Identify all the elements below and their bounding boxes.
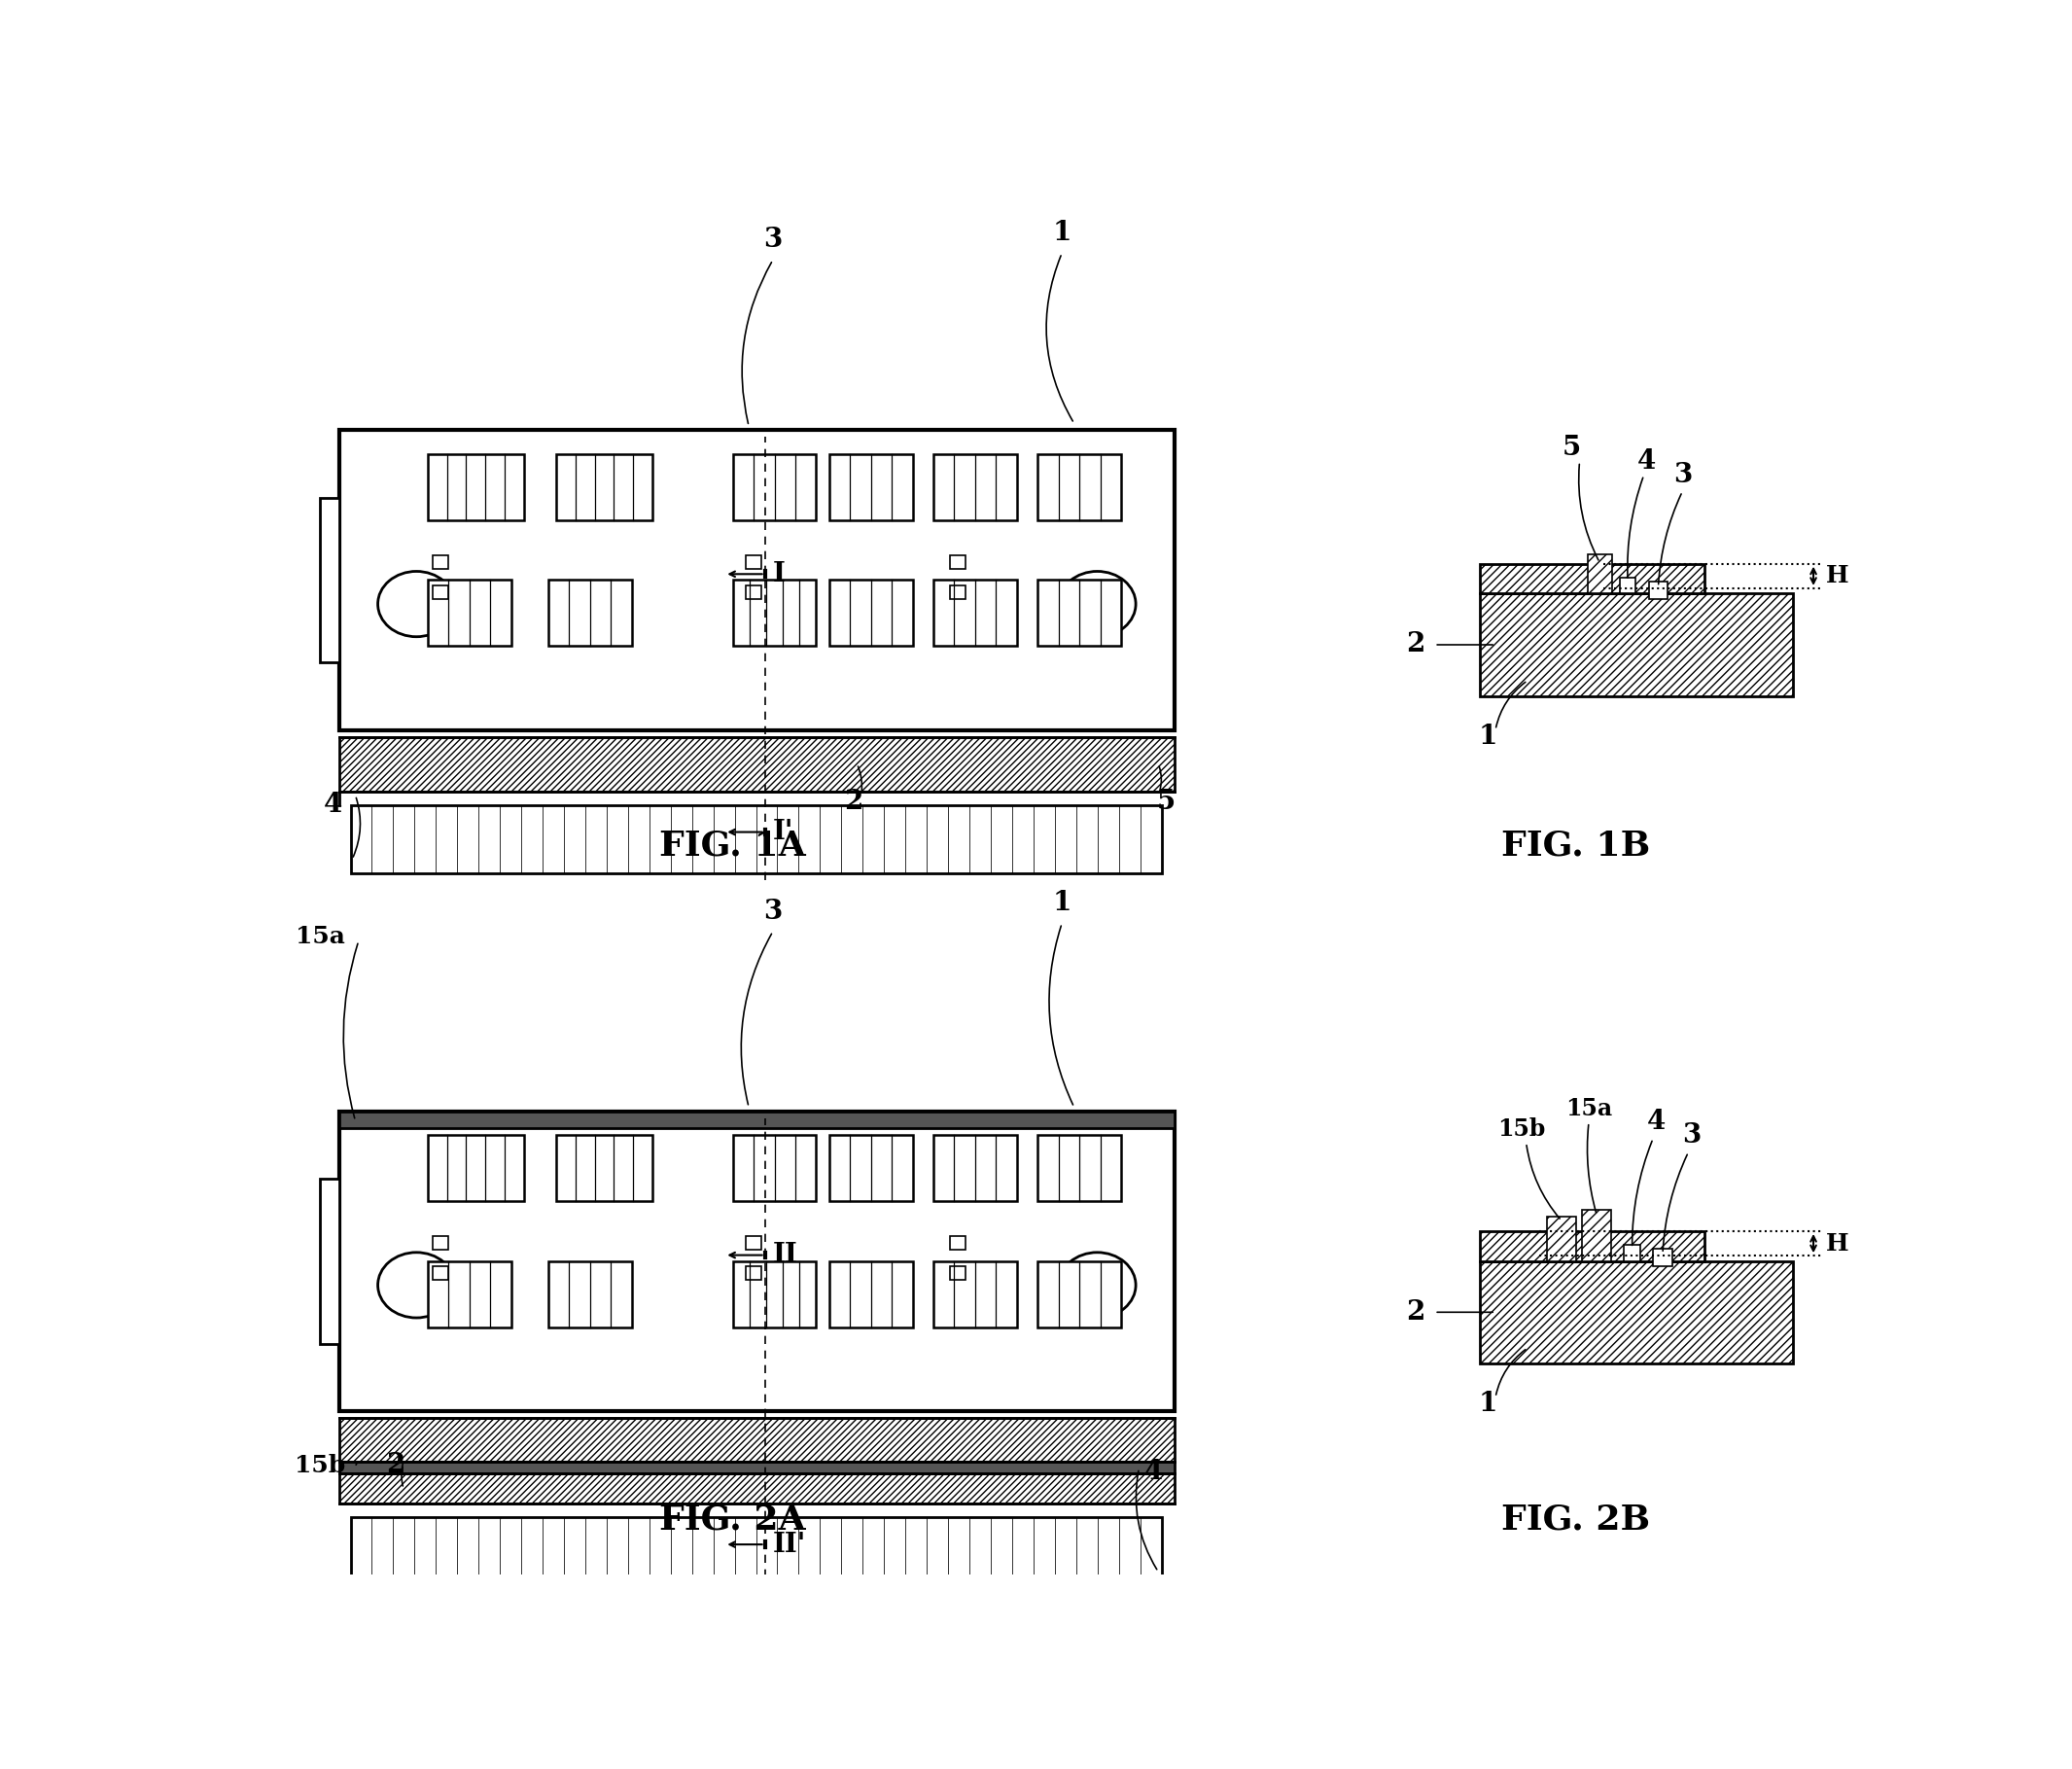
Bar: [1548, 1215, 1577, 1261]
Bar: [427, 580, 512, 646]
Text: 2: 2: [1405, 1298, 1426, 1325]
Bar: [340, 1111, 1175, 1412]
Text: 15b: 15b: [1498, 1118, 1546, 1141]
Bar: [949, 1237, 966, 1251]
Text: H: H: [1825, 1231, 1848, 1256]
Text: 1: 1: [1477, 724, 1496, 750]
Text: 4: 4: [1637, 448, 1656, 474]
Text: 2: 2: [843, 789, 862, 816]
Bar: [340, 736, 1175, 791]
Bar: [340, 1417, 1175, 1461]
Text: 1: 1: [1477, 1390, 1496, 1417]
Text: 2: 2: [1405, 632, 1426, 658]
Bar: [829, 1136, 912, 1201]
Bar: [733, 580, 816, 646]
Text: 15a: 15a: [296, 925, 344, 948]
Bar: [427, 455, 524, 520]
Bar: [433, 586, 448, 600]
Bar: [949, 586, 966, 600]
Bar: [547, 580, 632, 646]
Bar: [746, 586, 762, 600]
Bar: [733, 1136, 816, 1201]
Bar: [433, 555, 448, 570]
Bar: [340, 1474, 1175, 1504]
Text: FIG. 1B: FIG. 1B: [1502, 830, 1649, 862]
Text: 2: 2: [385, 1452, 404, 1479]
Bar: [733, 1261, 816, 1327]
Bar: [350, 805, 1162, 872]
Bar: [1479, 1261, 1792, 1364]
Text: 3: 3: [1682, 1123, 1701, 1148]
Bar: [340, 430, 1175, 731]
Text: I': I': [773, 819, 794, 846]
Circle shape: [1059, 1252, 1135, 1318]
Text: FIG. 2A: FIG. 2A: [659, 1504, 806, 1537]
Bar: [932, 580, 1017, 646]
Bar: [1038, 580, 1121, 646]
Bar: [746, 1237, 762, 1251]
Text: 1: 1: [1053, 890, 1071, 916]
Text: 4: 4: [1144, 1459, 1162, 1486]
Text: 3: 3: [762, 899, 783, 925]
Bar: [733, 455, 816, 520]
Text: II: II: [773, 1242, 798, 1268]
Bar: [746, 1267, 762, 1281]
Bar: [1587, 555, 1612, 594]
Text: 3: 3: [762, 226, 783, 253]
Bar: [1479, 594, 1792, 695]
Text: 3: 3: [1672, 462, 1691, 488]
Bar: [319, 1178, 340, 1343]
Bar: [1620, 577, 1635, 594]
Bar: [949, 555, 966, 570]
Bar: [427, 1136, 524, 1201]
Text: H: H: [1825, 564, 1848, 587]
Bar: [932, 455, 1017, 520]
Bar: [1038, 1261, 1121, 1327]
Bar: [547, 1261, 632, 1327]
Bar: [1653, 1249, 1672, 1267]
Bar: [555, 455, 653, 520]
Circle shape: [377, 1252, 456, 1318]
Bar: [1479, 1231, 1705, 1261]
Bar: [350, 1518, 1162, 1585]
Bar: [932, 1261, 1017, 1327]
Text: 4: 4: [1647, 1109, 1666, 1136]
Text: 15b: 15b: [294, 1454, 346, 1477]
Bar: [1583, 1210, 1612, 1261]
Bar: [1479, 564, 1705, 594]
Text: 4: 4: [323, 793, 342, 817]
Bar: [932, 1136, 1017, 1201]
Bar: [949, 1267, 966, 1281]
Text: 5: 5: [1562, 435, 1581, 462]
Circle shape: [1059, 571, 1135, 637]
Bar: [829, 580, 912, 646]
Text: 5: 5: [1156, 789, 1175, 816]
Text: 15a: 15a: [1566, 1097, 1612, 1120]
Bar: [340, 1111, 1175, 1127]
Bar: [319, 497, 340, 662]
Bar: [433, 1237, 448, 1251]
Text: FIG. 2B: FIG. 2B: [1502, 1504, 1649, 1537]
Circle shape: [377, 571, 456, 637]
Bar: [746, 555, 762, 570]
Text: FIG. 1A: FIG. 1A: [659, 830, 806, 862]
Bar: [1649, 582, 1668, 598]
Text: I: I: [773, 561, 785, 587]
Bar: [1038, 455, 1121, 520]
Bar: [340, 1461, 1175, 1474]
Bar: [829, 1261, 912, 1327]
Text: 1: 1: [1053, 219, 1071, 246]
Bar: [1038, 1136, 1121, 1201]
Bar: [1624, 1245, 1641, 1261]
Bar: [433, 1267, 448, 1281]
Bar: [427, 1261, 512, 1327]
Bar: [829, 455, 912, 520]
Text: II': II': [773, 1532, 806, 1557]
Bar: [555, 1136, 653, 1201]
